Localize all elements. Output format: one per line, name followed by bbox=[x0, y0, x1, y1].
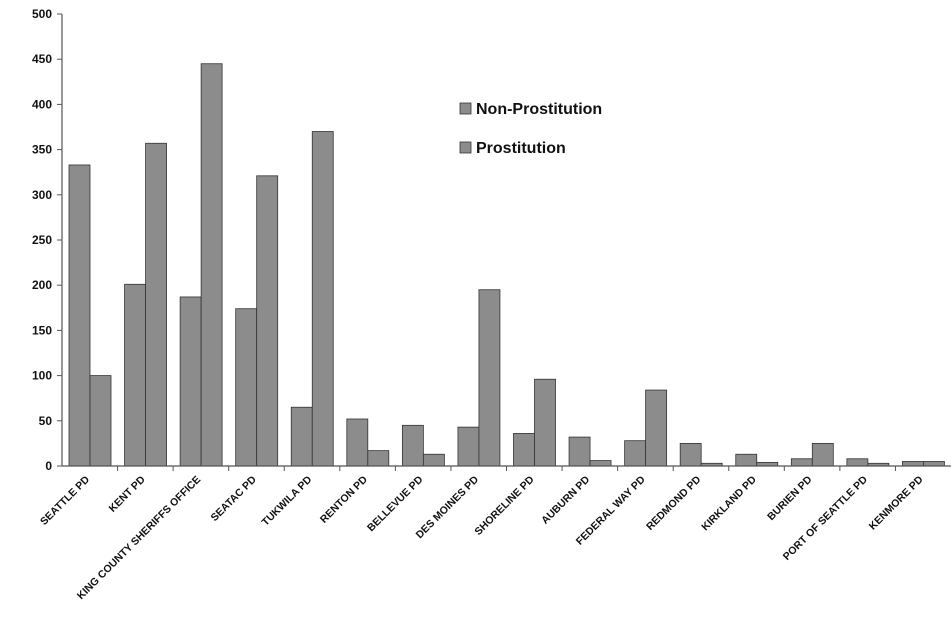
bar-prostitution bbox=[923, 461, 945, 467]
bar-prostitution bbox=[645, 389, 668, 467]
x-category-label: KIRKLAND PD bbox=[699, 473, 759, 533]
x-category-label: TUKWILA PD bbox=[260, 473, 315, 528]
bar-non-prostitution bbox=[457, 426, 480, 467]
bar-non-prostitution bbox=[290, 406, 313, 467]
x-category-label: KENT PD bbox=[107, 473, 148, 514]
bar-non-prostitution bbox=[235, 308, 258, 467]
y-tick-label: 0 bbox=[45, 459, 52, 473]
x-category-label: KING COUNTY SHERIFFS OFFICE bbox=[75, 474, 203, 602]
bars-group bbox=[68, 63, 945, 467]
y-tick-label: 500 bbox=[32, 7, 52, 21]
x-category-label: REDMOND PD bbox=[644, 473, 704, 533]
y-axis: 0 50 100 150 200 250 300 350 400 450 500 bbox=[32, 7, 63, 473]
legend-label-non-prostitution: Non-Prostitution bbox=[476, 101, 602, 118]
bar-non-prostitution bbox=[401, 424, 424, 467]
bar-prostitution bbox=[589, 460, 612, 467]
bar-prostitution bbox=[200, 63, 223, 467]
x-category-label: KENMORE PD bbox=[867, 473, 926, 532]
bar-non-prostitution bbox=[124, 283, 146, 467]
y-tick-label: 350 bbox=[32, 143, 52, 157]
bar-non-prostitution bbox=[513, 433, 535, 467]
bar-prostitution bbox=[422, 453, 445, 467]
legend-label-prostitution: Prostitution bbox=[476, 140, 566, 157]
bar-prostitution bbox=[811, 442, 834, 467]
x-category-label: RENTON PD bbox=[318, 473, 370, 525]
y-tick-label: 100 bbox=[32, 369, 52, 383]
y-tick-label: 50 bbox=[39, 414, 53, 428]
bar-prostitution bbox=[367, 450, 390, 467]
bar-non-prostitution bbox=[179, 296, 202, 467]
bar-non-prostitution bbox=[846, 458, 869, 467]
legend: Non-Prostitution Prostitution bbox=[459, 101, 602, 157]
bar-non-prostitution bbox=[735, 453, 758, 467]
x-category-label: SHORELINE PD bbox=[472, 473, 536, 537]
x-category-label: SEATTLE PD bbox=[38, 473, 92, 527]
bar-non-prostitution bbox=[346, 418, 369, 467]
y-tick-label: 450 bbox=[32, 52, 52, 66]
bar-non-prostitution bbox=[568, 436, 591, 467]
legend-swatch-prostitution bbox=[459, 141, 472, 154]
y-tick-label: 300 bbox=[32, 188, 52, 202]
bar-prostitution bbox=[256, 175, 279, 467]
bar-prostitution bbox=[89, 375, 112, 467]
y-tick-label: 250 bbox=[32, 233, 52, 247]
x-category-label: BURIEN PD bbox=[765, 473, 815, 523]
bar-non-prostitution bbox=[68, 164, 91, 467]
legend-swatch-non-prostitution bbox=[459, 102, 472, 115]
bar-prostitution bbox=[145, 142, 167, 467]
x-category-label: AUBURN PD bbox=[539, 473, 592, 526]
bar-prostitution bbox=[534, 378, 556, 467]
bar-prostitution bbox=[478, 289, 501, 467]
x-category-label: BELLEVUE PD bbox=[365, 473, 426, 534]
bar-non-prostitution bbox=[902, 461, 924, 467]
bar-non-prostitution bbox=[679, 442, 702, 467]
bar-non-prostitution bbox=[624, 440, 647, 467]
x-category-label: SEATAC PD bbox=[209, 473, 260, 524]
bar-prostitution bbox=[311, 131, 334, 467]
bar-non-prostitution bbox=[790, 458, 813, 467]
y-tick-label: 400 bbox=[32, 97, 52, 111]
y-tick-label: 150 bbox=[32, 323, 52, 337]
y-tick-label: 200 bbox=[32, 278, 52, 292]
